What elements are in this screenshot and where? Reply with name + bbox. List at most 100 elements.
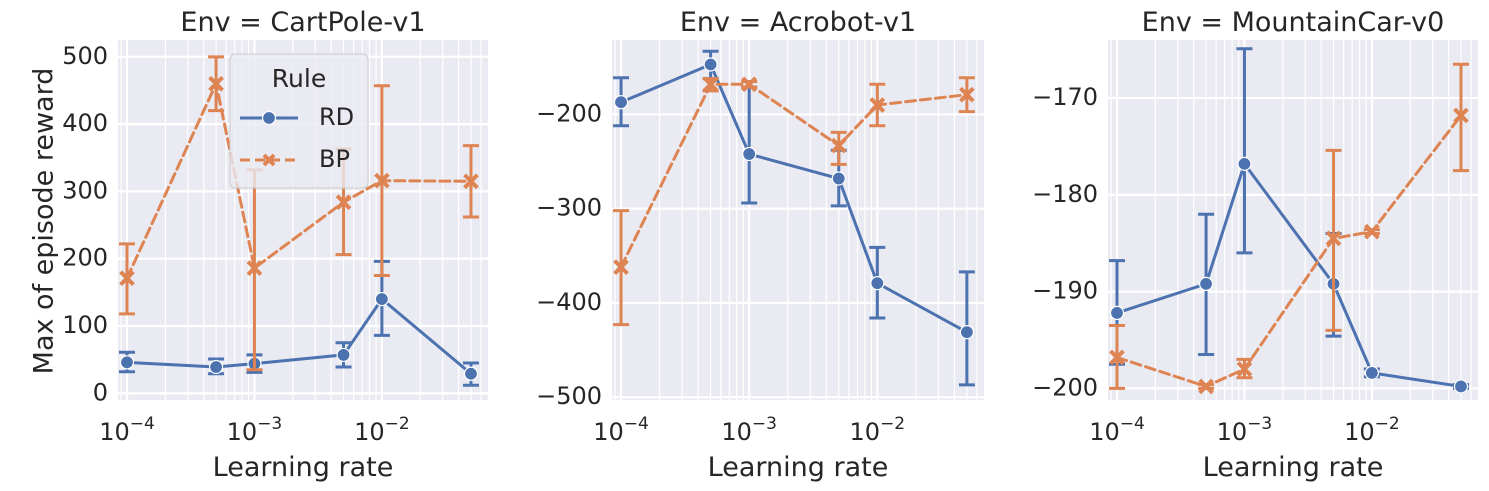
series-line [619, 63, 969, 334]
legend-label-BP: BP [319, 145, 350, 173]
series-line [125, 82, 473, 280]
data-point [1453, 379, 1469, 394]
y-tick-label: 0 [93, 378, 108, 406]
x-tick-base: 10 [850, 418, 881, 446]
data-point [703, 57, 718, 72]
x-tick-base: 10 [721, 418, 752, 446]
y-tick-label: −200 [1032, 373, 1098, 401]
data-point [959, 325, 974, 340]
x-tick-base: 10 [1344, 418, 1375, 446]
series-RD [118, 259, 479, 387]
x-tick-label: 10−3 [721, 414, 777, 446]
data-point [335, 194, 352, 210]
x-tick-base: 10 [593, 418, 624, 446]
series-RD [1108, 47, 1469, 394]
x-tick-exponent: −2 [880, 414, 905, 434]
x-axis-label: Learning rate [213, 452, 394, 483]
x-tick-exponent: −4 [624, 414, 649, 434]
data-point [463, 366, 479, 381]
y-tick-label: 500 [62, 42, 108, 70]
x-tick-label: 10−4 [1089, 414, 1145, 446]
x-tick-base: 10 [354, 418, 385, 446]
data-point [374, 172, 390, 189]
legend-title: Rule [272, 64, 326, 93]
x-axis-label: Learning rate [708, 452, 889, 483]
data-point [741, 76, 758, 93]
data-point [613, 259, 629, 275]
data-point [742, 146, 757, 162]
legend: Rule RD BP [229, 53, 369, 189]
data-point [119, 355, 135, 370]
x-tick-base: 10 [99, 418, 130, 446]
x-tick-base: 10 [1089, 418, 1120, 446]
series-line [1115, 162, 1463, 388]
y-tick-label: 300 [62, 176, 108, 204]
x-tick-label: 10−3 [227, 414, 283, 446]
x-tick-label: 10−2 [1344, 414, 1400, 446]
x-tick-exponent: −4 [1120, 414, 1145, 434]
panel-title: Env = MountainCar-v0 [1142, 7, 1445, 38]
data-point [1364, 223, 1380, 240]
series-BP [613, 76, 975, 327]
x-tick-label: 10−3 [1217, 414, 1273, 446]
y-tick-label: −200 [536, 99, 602, 127]
data-point [1198, 378, 1214, 395]
y-tick-label: −500 [536, 382, 602, 410]
series-line [125, 297, 473, 376]
y-tick-label: −190 [1032, 277, 1098, 305]
data-point [1453, 107, 1469, 124]
series-line [619, 82, 969, 269]
data-point [374, 291, 389, 307]
x-tick-label: 10−2 [354, 414, 410, 446]
data-point [1109, 305, 1125, 321]
y-tick-label: −180 [1032, 180, 1098, 208]
x-tick-label: 10−4 [593, 414, 649, 446]
error-bar [1236, 47, 1253, 255]
x-tick-exponent: −2 [385, 414, 410, 434]
data-point [831, 171, 846, 186]
data-point [1325, 230, 1342, 247]
data-point [208, 359, 224, 375]
data-point [336, 347, 351, 363]
data-point [463, 173, 479, 190]
x-tick-base: 10 [227, 418, 258, 446]
data-point [869, 97, 886, 113]
data-point [119, 270, 135, 287]
data-point [208, 75, 224, 92]
plot-area [1108, 40, 1478, 400]
legend-marker [261, 110, 277, 126]
y-axis-label: Max of episode reward [29, 68, 60, 375]
x-tick-exponent: −3 [257, 414, 282, 434]
data-point [1236, 361, 1253, 377]
panel-title: Env = Acrobot-v1 [680, 7, 916, 38]
plot-area [612, 40, 984, 400]
x-tick-exponent: −3 [1247, 414, 1272, 434]
y-tick-label: 400 [62, 109, 108, 137]
y-tick-label: −170 [1032, 83, 1098, 111]
data-point [1198, 276, 1214, 291]
y-tick-label: −300 [536, 194, 602, 222]
panel-title: Env = CartPole-v1 [180, 7, 425, 38]
data-point [1109, 349, 1125, 366]
data-point [702, 76, 719, 93]
x-tick-label: 10−2 [850, 414, 906, 446]
y-tick-label: 100 [62, 311, 108, 339]
data-point [1364, 365, 1379, 381]
grid [1108, 40, 1478, 400]
series-line [1115, 113, 1463, 388]
data-point [246, 260, 263, 276]
data-point [870, 276, 885, 291]
x-tick-exponent: −3 [752, 414, 777, 434]
series-BP [1108, 62, 1469, 395]
data-point [613, 95, 629, 110]
x-tick-label: 10−4 [99, 414, 155, 446]
legend-label-RD: RD [319, 103, 354, 131]
x-tick-exponent: −2 [1375, 414, 1400, 434]
x-axis-label: Learning rate [1203, 452, 1384, 483]
y-tick-label: −400 [536, 288, 602, 316]
